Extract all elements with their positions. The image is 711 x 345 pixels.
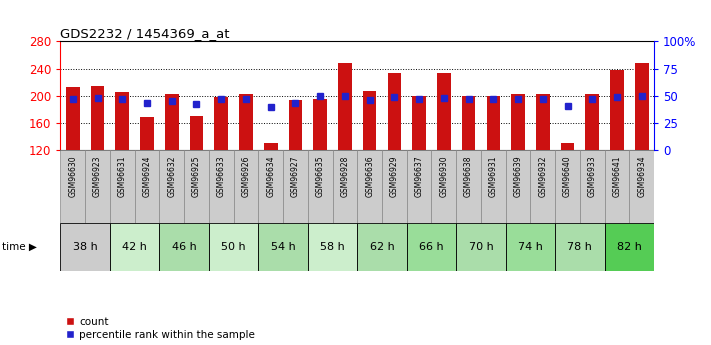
Text: GSM96929: GSM96929: [390, 156, 399, 197]
Text: time ▶: time ▶: [2, 242, 37, 252]
Text: GSM96635: GSM96635: [316, 156, 325, 197]
Text: 46 h: 46 h: [172, 242, 196, 252]
FancyBboxPatch shape: [110, 150, 134, 223]
Text: 82 h: 82 h: [617, 242, 642, 252]
Bar: [140, 117, 154, 150]
Text: GSM96931: GSM96931: [489, 156, 498, 197]
Text: GSM96927: GSM96927: [291, 156, 300, 197]
Text: GSM96925: GSM96925: [192, 156, 201, 197]
Text: GSM96640: GSM96640: [563, 156, 572, 197]
Bar: [239, 94, 253, 150]
FancyBboxPatch shape: [357, 150, 382, 223]
Text: GSM96926: GSM96926: [242, 156, 250, 197]
Bar: [585, 94, 599, 150]
FancyBboxPatch shape: [604, 150, 629, 223]
FancyBboxPatch shape: [209, 150, 234, 223]
Legend: count, percentile rank within the sample: count, percentile rank within the sample: [65, 317, 255, 340]
Bar: [91, 86, 105, 150]
FancyBboxPatch shape: [283, 150, 308, 223]
Text: GSM96636: GSM96636: [365, 156, 374, 197]
Bar: [387, 73, 401, 150]
Bar: [635, 63, 648, 150]
FancyBboxPatch shape: [506, 223, 555, 271]
Text: GSM96933: GSM96933: [588, 156, 597, 197]
FancyBboxPatch shape: [159, 223, 209, 271]
Bar: [461, 96, 476, 150]
FancyBboxPatch shape: [184, 150, 209, 223]
FancyBboxPatch shape: [60, 223, 110, 271]
FancyBboxPatch shape: [506, 150, 530, 223]
Text: 38 h: 38 h: [73, 242, 97, 252]
FancyBboxPatch shape: [530, 150, 555, 223]
Text: GSM96934: GSM96934: [637, 156, 646, 197]
FancyBboxPatch shape: [308, 150, 333, 223]
Text: 42 h: 42 h: [122, 242, 147, 252]
Text: GDS2232 / 1454369_a_at: GDS2232 / 1454369_a_at: [60, 27, 230, 40]
FancyBboxPatch shape: [209, 223, 258, 271]
FancyBboxPatch shape: [481, 150, 506, 223]
Bar: [610, 70, 624, 150]
Bar: [561, 143, 574, 150]
FancyBboxPatch shape: [159, 150, 184, 223]
FancyBboxPatch shape: [432, 150, 456, 223]
Text: GSM96930: GSM96930: [439, 156, 449, 197]
Text: 50 h: 50 h: [221, 242, 246, 252]
FancyBboxPatch shape: [456, 223, 506, 271]
Bar: [66, 87, 80, 150]
Bar: [264, 143, 277, 150]
Text: GSM96928: GSM96928: [341, 156, 349, 197]
Bar: [289, 100, 302, 150]
Text: GSM96632: GSM96632: [167, 156, 176, 197]
FancyBboxPatch shape: [407, 150, 432, 223]
Bar: [437, 73, 451, 150]
Text: GSM96932: GSM96932: [538, 156, 547, 197]
FancyBboxPatch shape: [308, 223, 357, 271]
Bar: [536, 95, 550, 150]
Text: GSM96633: GSM96633: [217, 156, 225, 197]
Bar: [486, 96, 500, 150]
Text: 66 h: 66 h: [419, 242, 444, 252]
FancyBboxPatch shape: [555, 150, 580, 223]
Bar: [165, 95, 178, 150]
FancyBboxPatch shape: [258, 150, 283, 223]
Bar: [412, 96, 426, 150]
Bar: [314, 99, 327, 150]
FancyBboxPatch shape: [629, 150, 654, 223]
FancyBboxPatch shape: [407, 223, 456, 271]
Text: GSM96638: GSM96638: [464, 156, 473, 197]
FancyBboxPatch shape: [604, 223, 654, 271]
Text: GSM96637: GSM96637: [415, 156, 424, 197]
Text: 62 h: 62 h: [370, 242, 395, 252]
Text: GSM96641: GSM96641: [612, 156, 621, 197]
Text: GSM96924: GSM96924: [142, 156, 151, 197]
Text: 70 h: 70 h: [469, 242, 493, 252]
FancyBboxPatch shape: [234, 150, 258, 223]
Bar: [338, 63, 352, 150]
Text: GSM96634: GSM96634: [266, 156, 275, 197]
FancyBboxPatch shape: [110, 223, 159, 271]
FancyBboxPatch shape: [333, 150, 357, 223]
FancyBboxPatch shape: [258, 223, 308, 271]
Bar: [190, 116, 203, 150]
Bar: [115, 92, 129, 150]
Text: 78 h: 78 h: [567, 242, 592, 252]
Text: GSM96630: GSM96630: [68, 156, 77, 197]
FancyBboxPatch shape: [382, 150, 407, 223]
Text: 58 h: 58 h: [320, 242, 345, 252]
FancyBboxPatch shape: [456, 150, 481, 223]
FancyBboxPatch shape: [85, 150, 110, 223]
FancyBboxPatch shape: [555, 223, 604, 271]
Text: GSM96639: GSM96639: [513, 156, 523, 197]
FancyBboxPatch shape: [60, 150, 85, 223]
Bar: [215, 97, 228, 150]
Text: GSM96923: GSM96923: [93, 156, 102, 197]
Bar: [511, 94, 525, 150]
FancyBboxPatch shape: [134, 150, 159, 223]
Bar: [363, 91, 376, 150]
FancyBboxPatch shape: [357, 223, 407, 271]
Text: 54 h: 54 h: [271, 242, 296, 252]
FancyBboxPatch shape: [580, 150, 604, 223]
Text: GSM96631: GSM96631: [118, 156, 127, 197]
Text: 74 h: 74 h: [518, 242, 543, 252]
